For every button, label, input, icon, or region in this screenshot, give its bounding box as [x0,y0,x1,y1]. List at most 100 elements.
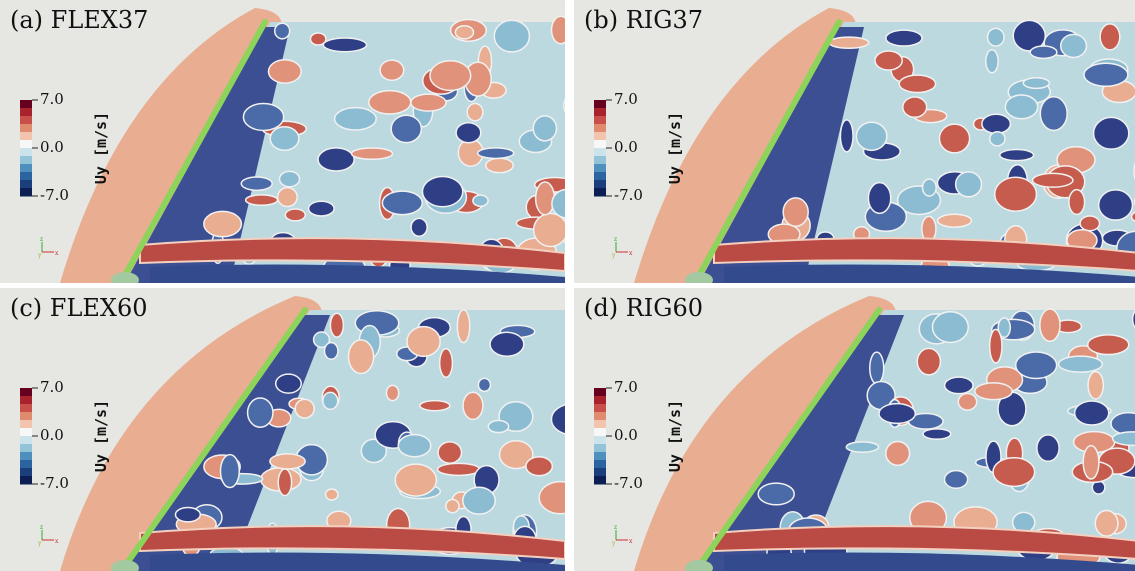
contour-blob [898,74,937,94]
contour-blob [390,114,423,144]
contour-blob [203,210,243,238]
colorbar-swatch [20,100,32,109]
contour-blob [1082,444,1100,480]
colorbar-swatch [20,116,32,125]
contour-blob [240,176,273,192]
contour-blob [472,194,489,207]
contour-blob [550,15,565,45]
band-red [713,525,1135,560]
axis-label: z [40,524,43,531]
contour-blob [943,469,969,489]
contour-blob [550,404,565,435]
colorbar-swatch [594,436,606,445]
contour-blob [885,440,911,467]
contour-blob [1036,434,1060,463]
contour-blob [1057,355,1104,373]
colorbar-tick-label: 7.0 [40,378,64,396]
contour-blob [878,402,917,425]
contour-blob [269,126,300,152]
contour-blob [309,32,327,46]
contour-blob [988,328,1003,364]
panel-label: (d) RIG60 [584,294,703,322]
colorbar-swatch [20,148,32,157]
colorbar-tick-label: -7.0 [40,186,69,204]
colorbar-swatch [594,148,606,157]
contour-blob [936,213,973,228]
contour-blob [931,310,970,344]
contour-blob [992,456,1036,488]
contour-blob [360,438,388,464]
contour-blob [828,36,870,49]
colorbar-swatch [20,140,32,149]
blade [117,307,308,571]
band-blue [150,264,565,283]
colorbar-swatch [594,420,606,429]
colorbar-swatch [594,428,606,437]
contour-blob [921,178,937,197]
colorbar-swatch [20,156,32,165]
contour-blob [938,123,971,154]
contour-blob [1031,172,1074,188]
axis-label: z [614,236,617,243]
contour-blob [438,348,454,379]
contour-blob [269,453,306,470]
contour-blob [1029,45,1058,60]
contour-blob [307,200,335,217]
contour-blob [997,317,1012,339]
contour-blob [1012,19,1047,52]
contour-blob [993,176,1038,212]
contour-blob [1083,62,1129,88]
colorbar-swatch [20,460,32,469]
band-blue [724,552,1135,571]
colorbar-swatch [20,444,32,453]
contour-blob [1073,400,1110,426]
contour-blob [277,468,293,497]
colorbar-swatch [594,164,606,173]
contour-blob [1099,23,1121,51]
colorbar-swatch [20,436,32,445]
contour-blob [419,399,451,412]
contour-blob [278,170,301,188]
contour-blob [437,441,463,464]
colorbar-tick-label: -7.0 [40,474,69,492]
blade [117,19,268,283]
hub [685,560,713,571]
colorbar-swatch [20,412,32,421]
colorbar-swatch [20,404,32,413]
bow-region [634,8,856,283]
contour-blob [902,96,928,119]
colorbar-swatch [594,476,606,485]
colorbar-swatch [20,124,32,133]
contour-blob [1086,334,1130,356]
contour-blob [436,462,481,477]
contour-blob [379,59,405,82]
colorbar-swatch [20,188,32,197]
colorbar-swatch [20,164,32,173]
axis-label: x [55,538,59,545]
colorbar-swatch [20,420,32,429]
colorbar-swatch [20,180,32,189]
contour-blob [317,147,355,172]
contour-blob [489,331,525,357]
contour-blob [350,147,394,161]
wake-dark [699,315,904,571]
colorbar-swatch [594,108,606,117]
blade [691,19,842,283]
contour-blob [498,439,534,470]
axis-label: y [611,252,616,259]
contour-blob [329,312,345,338]
contour-blob [845,441,880,453]
contour-blob [394,463,438,497]
band-red [139,525,565,561]
contour-blob [462,486,497,515]
contour-blob [484,157,514,174]
contour-blob [1087,370,1105,400]
contour-blob [322,391,339,411]
contour-blob [246,397,274,428]
contour-blob [1131,309,1135,329]
contour-blob [757,482,795,506]
contour-blob [455,121,482,144]
contour-blob [839,119,854,153]
contour-blob [1068,188,1086,216]
contour-blob [532,115,558,142]
